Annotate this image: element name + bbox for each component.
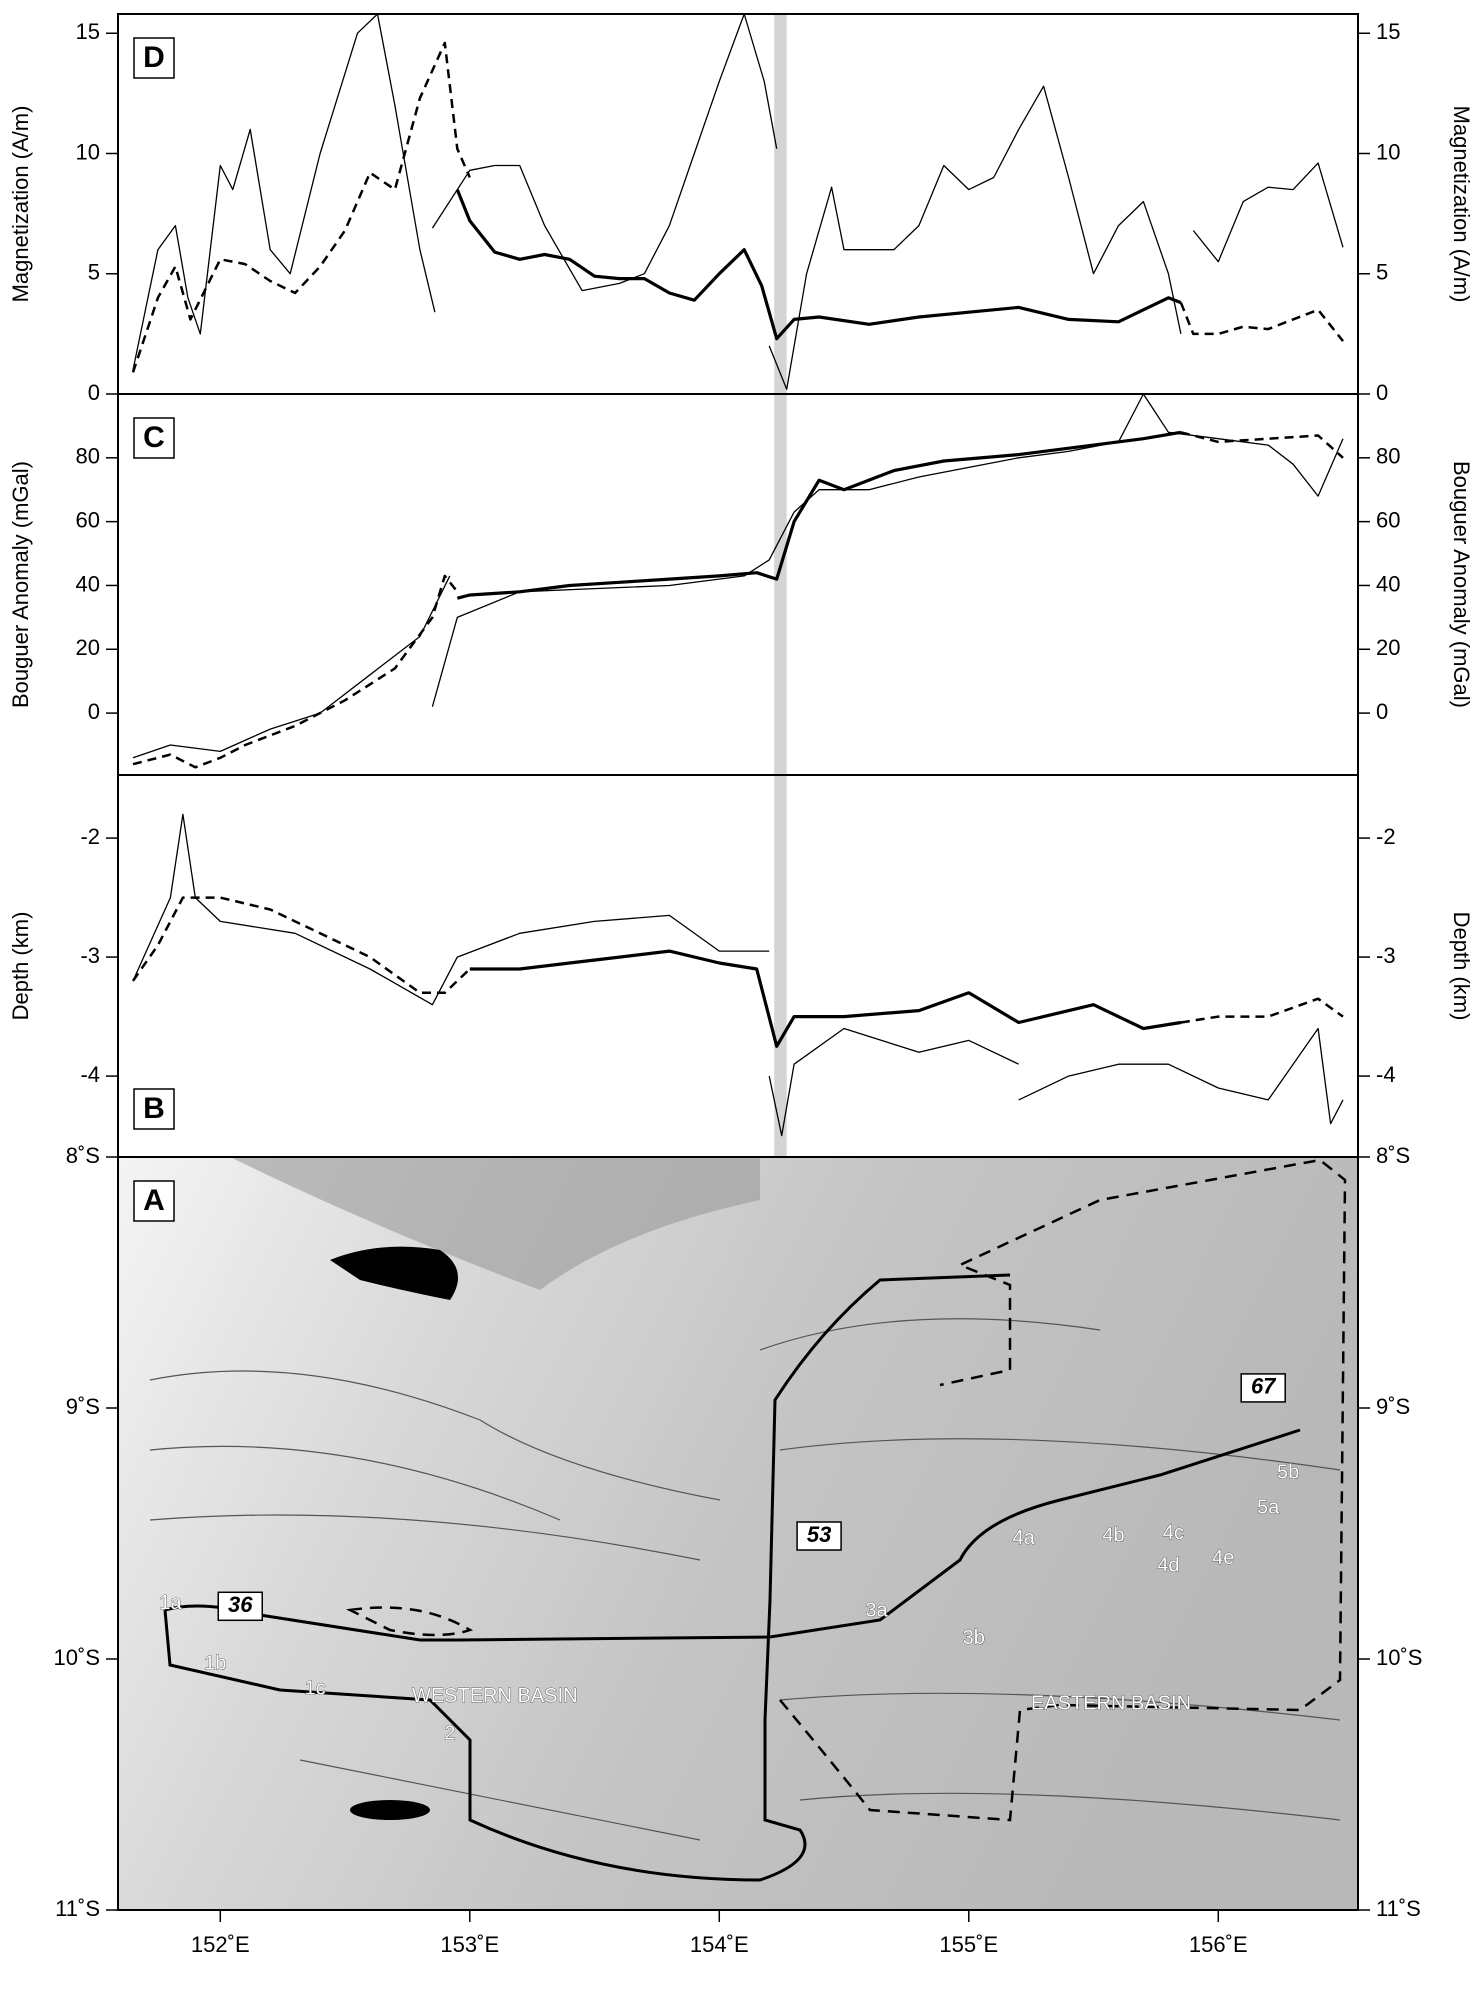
y-tick-label: 9˚S bbox=[66, 1394, 100, 1419]
y-tick-label: 8˚S bbox=[66, 1143, 100, 1168]
y-tick-label: 10 bbox=[1376, 139, 1400, 164]
annotation: 1a bbox=[159, 1592, 182, 1614]
y-tick-label: 0 bbox=[1376, 699, 1388, 724]
series-line bbox=[131, 896, 1344, 1024]
y-tick-label: 10˚S bbox=[1376, 1645, 1422, 1670]
series-line bbox=[132, 813, 1344, 1137]
series-line bbox=[132, 393, 1344, 759]
map-art bbox=[118, 1157, 1358, 1910]
y-tick-label: 40 bbox=[76, 571, 100, 596]
y-tick-label: 5 bbox=[88, 260, 100, 285]
y-tick-label: 11˚S bbox=[55, 1896, 100, 1921]
y-tick-label: 10˚S bbox=[54, 1645, 100, 1670]
y-tick-label: 15 bbox=[1376, 19, 1400, 44]
y-tick-label: 0 bbox=[88, 699, 100, 724]
y-tick-label: -2 bbox=[80, 824, 100, 849]
panel-frame bbox=[117, 13, 1359, 395]
annotation: 3b bbox=[963, 1627, 985, 1649]
annotation-box bbox=[217, 1591, 264, 1622]
contours bbox=[149, 1318, 1341, 1841]
annotation: 1b bbox=[204, 1652, 226, 1674]
x-tick-label: 155˚E bbox=[939, 1932, 998, 1957]
y-tick-label: 20 bbox=[1376, 635, 1400, 660]
annotation: 3a bbox=[865, 1600, 888, 1622]
y-tick-label: 80 bbox=[76, 444, 100, 469]
y-tick-label: 80 bbox=[1376, 444, 1400, 469]
y-tick-label: 60 bbox=[76, 507, 100, 532]
annotation-box bbox=[1240, 1373, 1286, 1403]
deep-region bbox=[230, 1157, 760, 1290]
panel-label-box bbox=[133, 37, 175, 79]
basin-boundary bbox=[163, 1273, 1301, 1882]
x-tick-label: 156˚E bbox=[1189, 1932, 1248, 1957]
y-tick-label: 0 bbox=[88, 380, 100, 405]
x-tick-label: 154˚E bbox=[690, 1932, 749, 1957]
y-tick-label: 11˚S bbox=[1376, 1896, 1421, 1921]
annotation: 5b bbox=[1277, 1462, 1299, 1484]
y-tick-label: 60 bbox=[1376, 507, 1400, 532]
series-line bbox=[469, 949, 1182, 1048]
highlight-band bbox=[774, 14, 787, 394]
annotation: 5a bbox=[1257, 1497, 1280, 1519]
x-tick-label: 152˚E bbox=[191, 1932, 250, 1957]
y-tick-label: 5 bbox=[1376, 260, 1388, 285]
annotation: 1c bbox=[305, 1677, 326, 1699]
panel-label: C bbox=[143, 421, 165, 454]
y-axis-label: Magnetization (A/m) bbox=[8, 106, 33, 303]
map-background bbox=[118, 1157, 1358, 1910]
annotation: EASTERN BASIN bbox=[1031, 1692, 1191, 1714]
y-axis-label: Depth (km) bbox=[8, 912, 33, 1021]
y-tick-label: 0 bbox=[1376, 380, 1388, 405]
y-axis-label: Bouguer Anomaly (mGal) bbox=[8, 461, 33, 708]
annotation: 4e bbox=[1212, 1547, 1234, 1569]
annotation: 4d bbox=[1157, 1554, 1179, 1576]
annotation: 53 bbox=[807, 1522, 831, 1547]
island bbox=[350, 1800, 430, 1820]
y-tick-label: -3 bbox=[1376, 943, 1396, 968]
annotation: 4b bbox=[1102, 1524, 1124, 1546]
y-axis-label: Depth (km) bbox=[1449, 912, 1474, 1021]
series-line bbox=[131, 41, 1344, 373]
panel-label-box bbox=[133, 1180, 175, 1222]
annotation: 4c bbox=[1163, 1522, 1184, 1544]
y-axis-label: Bouguer Anomaly (mGal) bbox=[1449, 461, 1474, 708]
highlight-band bbox=[774, 775, 787, 1157]
annotation: 67 bbox=[1251, 1374, 1277, 1399]
y-tick-label: 10 bbox=[76, 139, 100, 164]
y-tick-label: 15 bbox=[76, 19, 100, 44]
y-tick-label: 20 bbox=[76, 635, 100, 660]
y-axis-label: Magnetization (A/m) bbox=[1449, 106, 1474, 303]
basin-boundary-dashed bbox=[345, 1158, 1347, 1822]
series-line bbox=[132, 431, 1344, 769]
panel-label: A bbox=[143, 1184, 165, 1217]
panel-frame bbox=[117, 1156, 1359, 1911]
panel-label: B bbox=[143, 1092, 165, 1125]
island bbox=[330, 1246, 458, 1300]
annotation: WESTERN BASIN bbox=[412, 1685, 578, 1707]
y-tick-label: 40 bbox=[1376, 571, 1400, 596]
panel-label-box bbox=[133, 1088, 175, 1130]
panel-label-box bbox=[133, 417, 175, 459]
y-tick-label: -4 bbox=[80, 1062, 100, 1087]
x-tick-label: 153˚E bbox=[440, 1932, 499, 1957]
series-line bbox=[455, 189, 1182, 341]
highlight-band bbox=[774, 394, 787, 775]
series-line bbox=[456, 430, 1182, 600]
annotation: 36 bbox=[228, 1592, 253, 1617]
y-tick-label: 9˚S bbox=[1376, 1394, 1410, 1419]
y-tick-label: 8˚S bbox=[1376, 1143, 1410, 1168]
annotation: 4a bbox=[1013, 1527, 1036, 1549]
annotation-box bbox=[796, 1521, 842, 1551]
series-line bbox=[132, 13, 1344, 390]
annotation: 2 bbox=[444, 1723, 455, 1745]
y-tick-label: -4 bbox=[1376, 1062, 1396, 1087]
panel-label: D bbox=[143, 41, 165, 74]
y-tick-label: -3 bbox=[80, 943, 100, 968]
y-tick-label: -2 bbox=[1376, 824, 1396, 849]
